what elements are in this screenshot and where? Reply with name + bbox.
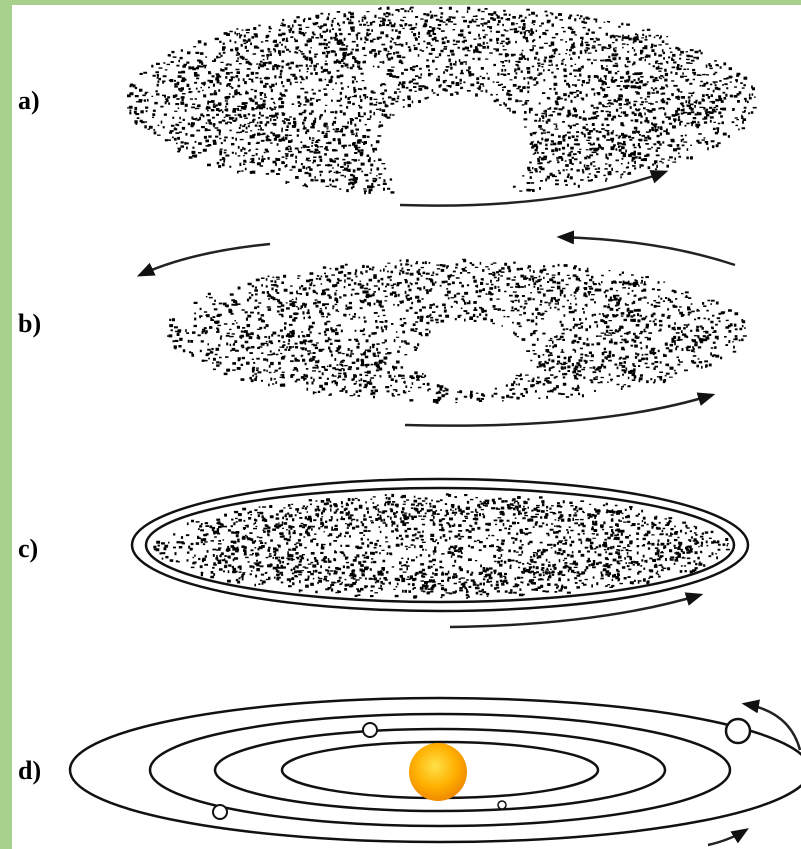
planet <box>498 801 506 809</box>
clouds <box>127 7 757 599</box>
arrow <box>405 395 712 426</box>
arrow <box>400 172 665 206</box>
arrow <box>745 704 800 750</box>
dust-cloud <box>127 7 757 195</box>
planet <box>363 723 377 737</box>
arrow <box>560 237 735 265</box>
disk-outline <box>146 488 734 602</box>
sun <box>409 743 467 801</box>
panel-label: a) <box>18 86 40 115</box>
panel-label: c) <box>18 534 38 563</box>
arrow <box>140 244 270 275</box>
panel-label: b) <box>18 309 41 338</box>
diagram: a) b) c) d) <box>12 5 801 849</box>
disk-outline <box>132 479 748 611</box>
canvas: a) b) c) d) <box>12 5 801 849</box>
dust-cloud <box>153 493 730 599</box>
planet <box>726 719 750 743</box>
planet <box>213 805 227 819</box>
arrow <box>708 830 746 845</box>
panel-label: d) <box>18 756 41 785</box>
dust-cloud <box>167 259 747 404</box>
